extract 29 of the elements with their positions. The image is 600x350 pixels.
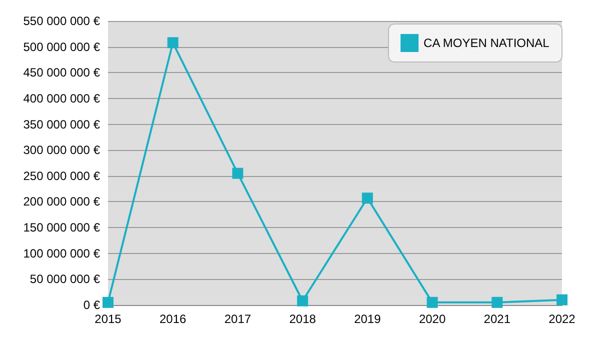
y-tick-label: 400 000 000 € xyxy=(23,91,100,106)
x-tick-label: 2021 xyxy=(484,312,511,326)
y-tick-label: 550 000 000 € xyxy=(23,14,100,28)
y-tick-label: 450 000 000 € xyxy=(23,66,100,80)
y-tick-label: 350 000 000 € xyxy=(23,117,100,132)
x-tick-label: 2015 xyxy=(94,312,122,326)
x-tick-label: 2016 xyxy=(160,312,187,326)
point xyxy=(426,296,438,308)
x-tick-label: 2019 xyxy=(354,312,382,326)
y-tick-label: 200 000 000 € xyxy=(23,194,100,209)
legend-label: CA MOYEN NATIONAL xyxy=(424,36,550,50)
x-tick-label: 2022 xyxy=(548,312,576,326)
point xyxy=(232,168,244,179)
y-tick-label: 150 000 000 € xyxy=(23,220,100,235)
point xyxy=(556,294,568,306)
y-tick-label: 500 000 000 € xyxy=(23,40,100,54)
point xyxy=(297,295,308,306)
y-tick-label: 0 € xyxy=(83,298,100,312)
x-tick-label: 2017 xyxy=(224,312,252,326)
y-tick-label: 100 000 000 € xyxy=(23,246,100,260)
point xyxy=(492,296,503,308)
y-tick-label: 300 000 000 € xyxy=(23,143,100,158)
point xyxy=(362,192,373,204)
x-tick-label: 2020 xyxy=(418,312,446,326)
x-tick-label: 2018 xyxy=(289,312,316,326)
y-tick-label: 50 000 000 € xyxy=(30,272,100,286)
point xyxy=(167,37,178,48)
y-tick-label: 250 000 000 € xyxy=(23,168,100,183)
point xyxy=(102,296,114,308)
